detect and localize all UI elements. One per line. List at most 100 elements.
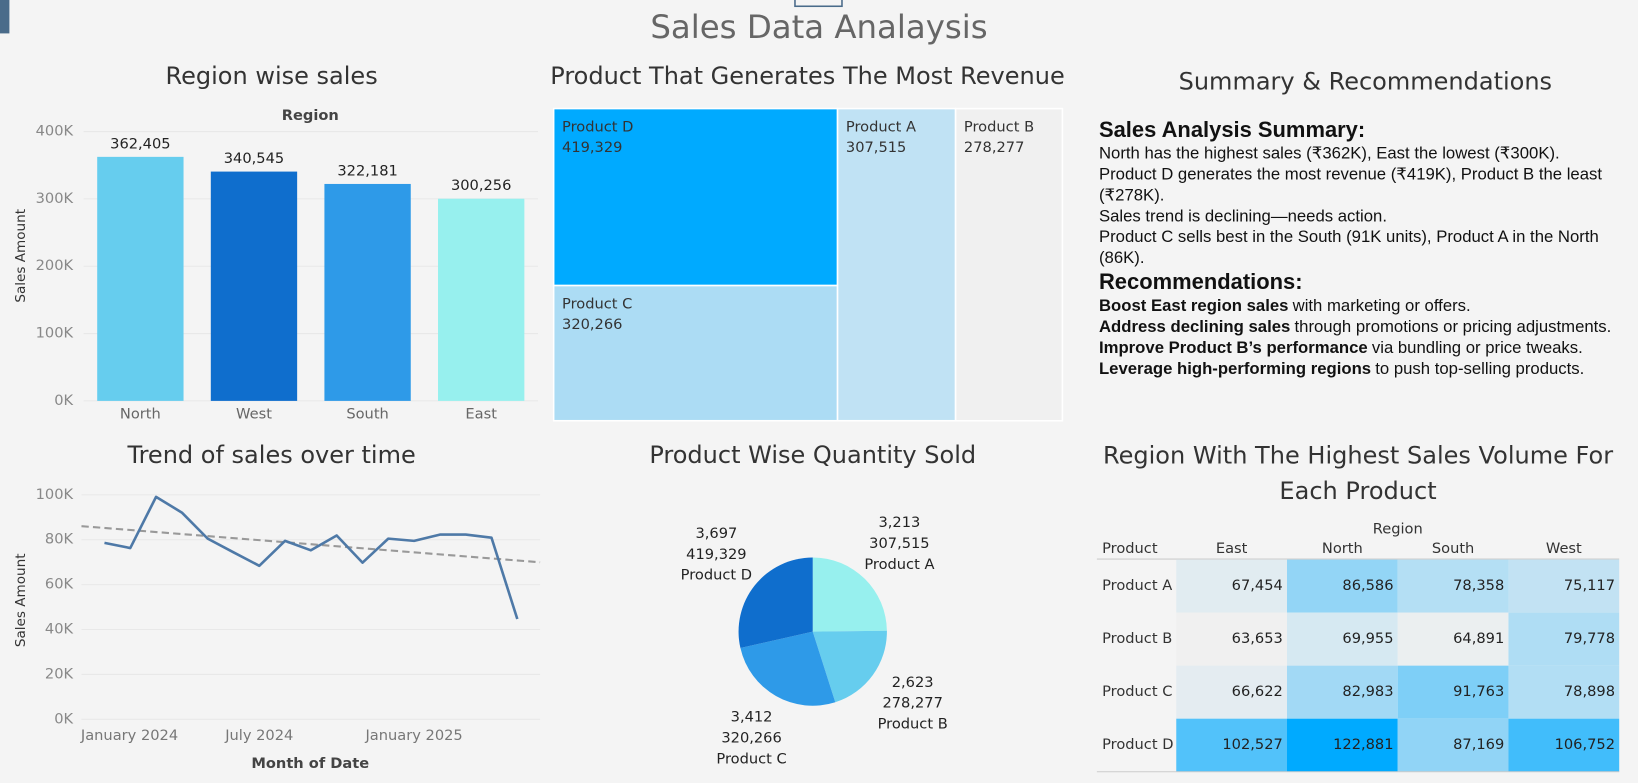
- x-tick-label: East: [465, 405, 497, 422]
- chart-title: Product Wise Quantity Sold: [649, 441, 976, 469]
- chart-title: Trend of sales over time: [126, 441, 415, 469]
- recommendation-bold: Address declining sales: [1098, 318, 1291, 337]
- row-label: Product D: [1102, 736, 1173, 753]
- treemap-cell: [954, 107, 1064, 422]
- cell-value: 64,891: [1453, 630, 1504, 647]
- x-tick-label: South: [346, 405, 388, 422]
- cell-value: 278,277: [964, 139, 1024, 156]
- cell-value: 91,763: [1453, 683, 1504, 700]
- summary-heading: Sales Analysis Summary:: [1098, 117, 1366, 142]
- summary-point: Sales trend is declining—needs action.: [1098, 207, 1387, 226]
- heat-cell: [1176, 718, 1287, 772]
- cell-value: 69,955: [1342, 630, 1393, 647]
- column-header: Region: [1373, 520, 1423, 537]
- heat-cell: [1176, 612, 1287, 666]
- line: [104, 495, 519, 620]
- y-tick-label: 400K: [36, 123, 74, 140]
- pie-slice: [812, 630, 887, 703]
- slice-name: Product D: [681, 567, 752, 584]
- heat-cell: [1508, 559, 1620, 613]
- cell-value: 320,266: [562, 316, 622, 333]
- treemap-cell: [552, 284, 839, 422]
- y-tick-label: 300K: [36, 190, 74, 207]
- x-tick-label: January 2024: [80, 727, 178, 744]
- slice-revenue: 320,266: [721, 730, 781, 747]
- recommendations-heading: Recommendations:: [1098, 270, 1303, 295]
- pie-slice: [812, 557, 887, 632]
- value-label: 322,181: [337, 162, 397, 179]
- y-tick-label: 0K: [54, 392, 73, 409]
- slice-revenue: 419,329: [686, 546, 746, 563]
- slice-quantity: 2,623: [892, 674, 934, 691]
- y-tick-label: 60K: [45, 576, 74, 593]
- summary: Sales Analysis Summary: North has the hi…: [1099, 117, 1637, 380]
- x-tick-label: January 2025: [364, 727, 462, 744]
- slice-name: Product C: [716, 750, 786, 767]
- heat-cell: [1397, 559, 1509, 613]
- cell-value: 79,778: [1564, 630, 1615, 647]
- trend-line: [81, 525, 541, 564]
- chart-title: Region With The Highest Sales Volume For…: [1102, 442, 1614, 506]
- recommendation-text: through promotions or pricing adjustment…: [1294, 318, 1612, 337]
- row-label: Product A: [1102, 577, 1172, 594]
- x-tick-label: July 2024: [224, 727, 293, 744]
- bar: [438, 198, 525, 401]
- cell-value: 78,358: [1453, 577, 1504, 594]
- column-label: East: [1216, 540, 1248, 557]
- top-tab[interactable]: [794, 0, 843, 8]
- x-tick-label: North: [120, 405, 161, 422]
- row-header: Product: [1102, 540, 1158, 557]
- recommendation-text: with marketing or offers.: [1292, 297, 1471, 316]
- heat-cell: [1508, 718, 1620, 772]
- y-tick-label: 0K: [54, 710, 73, 727]
- y-tick-label: 20K: [45, 665, 74, 682]
- slice-name: Product B: [878, 716, 948, 733]
- heat-cell: [1397, 665, 1509, 719]
- row-label: Product C: [1102, 683, 1172, 700]
- cell-value: 102,527: [1222, 736, 1282, 753]
- recommendation-bold: Improve Product B’s performance: [1098, 339, 1368, 358]
- bar: [324, 183, 411, 401]
- slice-name: Product A: [864, 556, 934, 573]
- recommendation: Boost East region sales with marketing or…: [1099, 296, 1637, 317]
- cell-value: 82,983: [1342, 683, 1393, 700]
- heat-cell: [1397, 612, 1509, 666]
- treemap-cell: [836, 107, 957, 422]
- slice-revenue: 307,515: [869, 535, 929, 552]
- y-tick-label: 100K: [36, 486, 74, 503]
- value-label: 300,256: [451, 177, 511, 194]
- heat-cell: [1287, 665, 1398, 719]
- heat-cell: [1287, 559, 1398, 613]
- row-label: Product B: [1102, 630, 1172, 647]
- chart-title: Product That Generates The Most Revenue: [550, 62, 1064, 90]
- pie-slice: [738, 557, 813, 649]
- chart-title-box: Region With The Highest Sales Volume For…: [1102, 442, 1614, 506]
- recommendation-text: via bundling or price tweaks.: [1371, 339, 1583, 358]
- bar: [97, 156, 184, 401]
- y-axis-label: Sales Amount: [13, 209, 29, 303]
- cell-name: Product C: [562, 295, 632, 312]
- slice-revenue: 278,277: [882, 695, 942, 712]
- y-tick-label: 200K: [36, 257, 74, 274]
- side-toggle[interactable]: [0, 0, 10, 34]
- heat-cell: [1176, 665, 1287, 719]
- cell-value: 63,653: [1232, 630, 1283, 647]
- x-axis-header: Region: [282, 107, 339, 124]
- summary-point: North has the highest sales (₹362K), Eas…: [1098, 145, 1560, 163]
- cell-value: 106,752: [1555, 736, 1615, 753]
- recommendation-bold: Boost East region sales: [1098, 297, 1289, 316]
- pie-slice: [740, 631, 836, 706]
- heat-cell: [1287, 718, 1398, 772]
- cell-value: 78,898: [1564, 683, 1615, 700]
- slice-quantity: 3,697: [695, 525, 737, 542]
- cell-name: Product A: [846, 118, 916, 135]
- summary-points: North has the highest sales (₹362K), Eas…: [1099, 144, 1637, 269]
- cell-value: 307,515: [846, 139, 906, 156]
- y-axis-label: Sales Amount: [13, 553, 29, 647]
- x-tick-label: West: [236, 405, 272, 422]
- cell-value: 75,117: [1564, 577, 1615, 594]
- recommendation: Address declining sales through promotion…: [1099, 317, 1637, 338]
- summary-box: Sales Analysis Summary: North has the hi…: [1099, 117, 1637, 380]
